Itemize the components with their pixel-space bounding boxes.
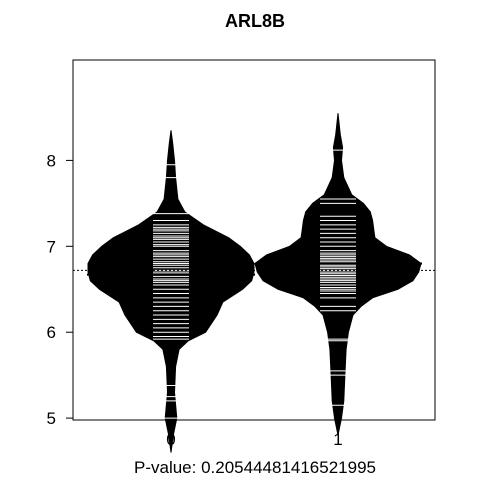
x-axis-label: P-value: 0.20544481416521995: [134, 458, 376, 477]
bean-density-0: [87, 130, 255, 453]
y-axis: 5 6 7 8: [47, 151, 73, 428]
x-tick-label: 0: [166, 430, 175, 449]
y-tick-label: 8: [47, 151, 56, 170]
chart-title: ARL8B: [225, 11, 285, 31]
y-tick-label: 6: [47, 323, 56, 342]
y-tick-label: 7: [47, 237, 56, 256]
plot-frame: [72, 59, 436, 421]
y-tick-label: 5: [47, 409, 56, 428]
bean-group-1: [254, 113, 422, 436]
bean-group-0: [87, 130, 255, 453]
beans-layer: [87, 113, 422, 453]
x-tick-label: 1: [333, 430, 342, 449]
